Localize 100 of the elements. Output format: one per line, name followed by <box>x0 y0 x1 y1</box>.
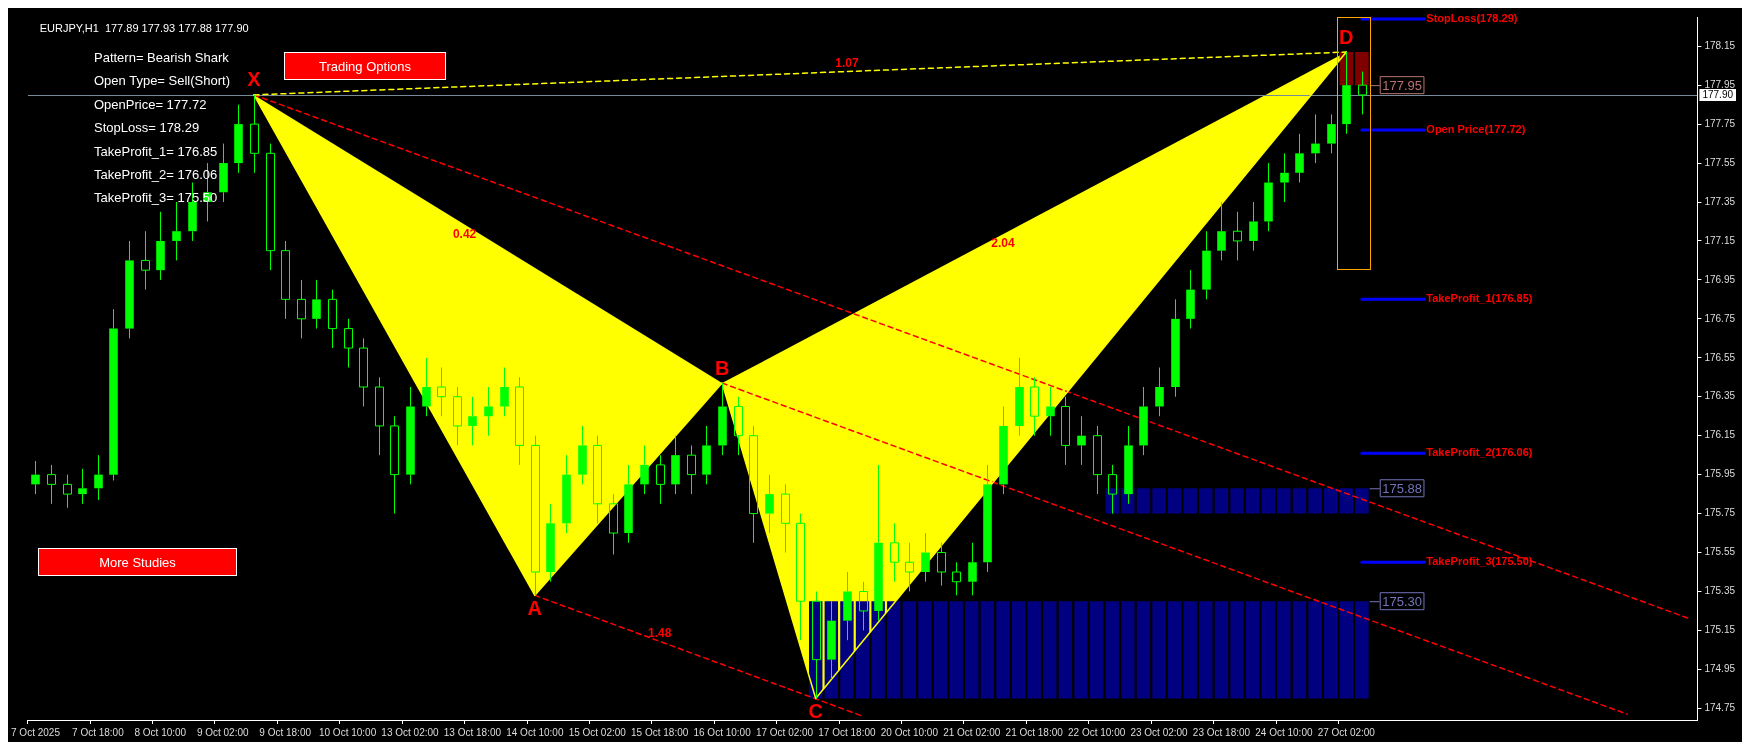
y-tick-label: 177.95 <box>1704 78 1736 90</box>
candlestick <box>31 460 40 495</box>
candlestick <box>1311 113 1320 164</box>
x-tick-label: 20 Oct 10:00 <box>880 726 939 738</box>
candlestick <box>312 279 321 330</box>
candlestick <box>937 542 946 587</box>
bar <box>1323 601 1338 699</box>
candlestick <box>1015 357 1024 437</box>
candlestick <box>1030 376 1039 437</box>
candlestick <box>1217 201 1226 261</box>
candlestick <box>1155 367 1164 417</box>
bar <box>1230 488 1244 514</box>
candlestick <box>749 425 758 544</box>
bar <box>1355 601 1369 699</box>
ref-line-label: 177.90 <box>1702 89 1734 101</box>
annotation: Pattern= Bearish Shark <box>94 49 230 67</box>
x-tick-label: 23 Oct 18:00 <box>1192 726 1251 738</box>
bar <box>1214 488 1229 514</box>
candlestick <box>562 454 571 534</box>
candlestick <box>578 425 587 485</box>
x-tick-label: 15 Oct 18:00 <box>631 726 689 738</box>
bar <box>996 601 1010 699</box>
candlestick <box>859 581 868 631</box>
candlestick <box>983 464 992 573</box>
x-tick-label: 17 Oct 18:00 <box>818 726 876 738</box>
bar <box>1230 601 1244 699</box>
data-label: C <box>808 700 823 723</box>
candlestick <box>1280 152 1289 203</box>
candlestick <box>437 367 446 417</box>
bar <box>1011 601 1026 699</box>
bar <box>1214 601 1229 699</box>
candlestick <box>624 464 633 544</box>
candlestick <box>328 289 337 349</box>
candlestick <box>1061 396 1070 466</box>
bar <box>1308 601 1322 699</box>
annotation: OpenPrice= 177.72 <box>94 95 208 114</box>
candlestick <box>718 382 727 456</box>
bar <box>949 601 963 699</box>
bar <box>1277 601 1291 699</box>
bar <box>1292 601 1307 699</box>
candlestick <box>234 104 243 174</box>
candlestick <box>250 94 259 174</box>
candlestick <box>921 532 930 583</box>
bar <box>1167 488 1182 514</box>
x-tick-label: 7 Oct 18:00 <box>72 726 125 738</box>
bar <box>965 601 979 699</box>
y-tick-label: 176.95 <box>1704 273 1736 285</box>
candlestick <box>1327 113 1336 154</box>
annotation: 2.04 <box>991 236 1015 251</box>
candlestick <box>843 571 852 641</box>
x-tick-label: 13 Oct 02:00 <box>381 726 440 738</box>
x-tick-label: 9 Oct 02:00 <box>196 726 250 738</box>
bar <box>1323 488 1338 514</box>
annotation: Open Type= Sell(Short) <box>94 72 230 91</box>
annotation: 0.42 <box>452 226 477 241</box>
candlestick <box>1202 230 1211 300</box>
bar <box>1152 601 1166 699</box>
candlestick <box>874 464 883 622</box>
button[interactable]: Trading Options <box>284 52 446 80</box>
candlestick <box>297 279 306 339</box>
button[interactable]: More Studies <box>38 548 237 576</box>
series-label: StopLoss(178.29) <box>1426 11 1518 24</box>
candlestick <box>1046 386 1055 437</box>
bar <box>1199 488 1213 514</box>
bar <box>1136 488 1151 514</box>
candlestick <box>609 493 618 555</box>
y-tick-label: 176.55 <box>1704 351 1736 363</box>
bar <box>1043 601 1057 699</box>
bar <box>1245 601 1260 699</box>
y-tick-label: 174.95 <box>1704 663 1736 675</box>
x-tick-label: 21 Oct 18:00 <box>1005 726 1064 738</box>
candlestick <box>390 415 399 515</box>
y-tick-label: 176.75 <box>1704 312 1736 324</box>
candlestick <box>687 444 696 495</box>
candlestick <box>671 435 680 495</box>
bar <box>1183 601 1197 699</box>
data-label: B <box>714 356 730 379</box>
annotation: 1.07 <box>835 55 859 70</box>
x-tick-label: 8 Oct 10:00 <box>134 726 187 738</box>
candlestick <box>141 230 150 291</box>
candlestick <box>1264 162 1273 232</box>
series-label: TakeProfit_3(175.50) <box>1426 555 1533 568</box>
candlestick <box>78 468 87 505</box>
x-tick-label: 15 Oct 02:00 <box>568 726 627 738</box>
annotation: 1.48 <box>647 626 672 641</box>
candlestick <box>63 474 72 509</box>
annotation: TakeProfit_1= 176.85 <box>94 142 219 161</box>
y-tick-label: 175.15 <box>1704 624 1736 636</box>
candlestick <box>781 483 790 554</box>
candlestick <box>47 464 56 505</box>
candlestick <box>905 542 914 592</box>
data-label: 175.88 <box>1382 480 1422 496</box>
bar <box>1308 488 1322 514</box>
candlestick <box>125 240 134 339</box>
x-tick-label: 17 Oct 02:00 <box>755 726 814 738</box>
bar <box>1292 488 1307 514</box>
x-tick-label: 21 Oct 02:00 <box>943 726 1001 738</box>
candlestick <box>484 386 493 437</box>
candlestick <box>406 386 415 485</box>
x-tick-label: 10 Oct 10:00 <box>318 726 377 738</box>
